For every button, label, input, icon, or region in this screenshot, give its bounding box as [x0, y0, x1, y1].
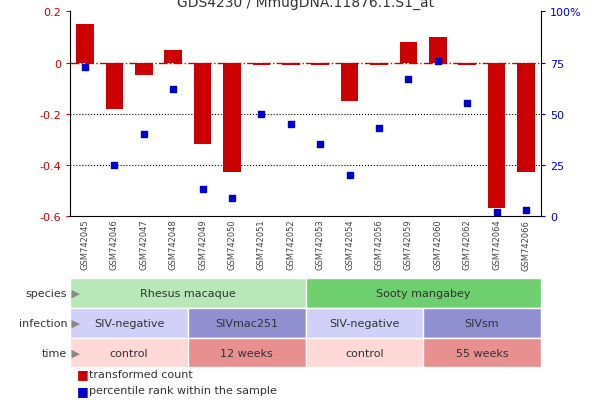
Text: ■: ■	[76, 384, 88, 397]
Bar	[70, 278, 306, 308]
Text: species: species	[26, 288, 67, 298]
Bar	[458, 64, 476, 66]
Point	[286, 121, 296, 128]
Bar	[164, 51, 182, 64]
Bar	[70, 338, 188, 368]
Bar	[194, 64, 211, 145]
Point	[315, 142, 325, 148]
Text: time: time	[42, 348, 67, 358]
Bar	[188, 338, 306, 368]
Text: Rhesus macaque: Rhesus macaque	[140, 288, 236, 298]
Bar	[188, 308, 306, 338]
Point	[492, 209, 502, 216]
Point	[168, 87, 178, 93]
Text: ▶: ▶	[68, 348, 81, 358]
Bar	[106, 64, 123, 109]
Text: percentile rank within the sample: percentile rank within the sample	[89, 385, 276, 396]
Bar	[370, 64, 388, 66]
Bar	[429, 38, 447, 64]
Bar	[306, 308, 423, 338]
Text: 12 weeks: 12 weeks	[221, 348, 273, 358]
Point	[521, 207, 531, 214]
Bar	[135, 64, 153, 76]
Point	[198, 187, 208, 193]
Bar	[312, 64, 329, 66]
Point	[345, 172, 354, 179]
Point	[463, 101, 472, 107]
Bar	[423, 338, 541, 368]
Point	[80, 64, 90, 71]
Text: ▶: ▶	[68, 318, 81, 328]
Point	[227, 195, 237, 202]
Title: GDS4230 / MmugDNA.11876.1.S1_at: GDS4230 / MmugDNA.11876.1.S1_at	[177, 0, 434, 10]
Text: control: control	[345, 348, 384, 358]
Text: Sooty mangabey: Sooty mangabey	[376, 288, 470, 298]
Point	[403, 76, 413, 83]
Point	[433, 58, 443, 65]
Text: 55 weeks: 55 weeks	[456, 348, 508, 358]
Text: infection: infection	[18, 318, 67, 328]
Point	[109, 162, 119, 169]
Text: SIVsm: SIVsm	[464, 318, 499, 328]
Text: SIV-negative: SIV-negative	[94, 318, 164, 328]
Text: SIV-negative: SIV-negative	[329, 318, 400, 328]
Text: control: control	[110, 348, 148, 358]
Bar	[70, 308, 188, 338]
Bar	[488, 64, 505, 209]
Bar	[223, 64, 241, 173]
Bar	[341, 64, 359, 102]
Point	[139, 131, 148, 138]
Bar	[423, 308, 541, 338]
Bar	[282, 64, 299, 66]
Bar	[518, 64, 535, 173]
Bar	[252, 64, 270, 66]
Text: ▶: ▶	[68, 288, 81, 298]
Bar	[306, 338, 423, 368]
Bar	[400, 43, 417, 64]
Point	[374, 126, 384, 132]
Text: ■: ■	[76, 368, 88, 380]
Bar	[306, 278, 541, 308]
Point	[257, 111, 266, 118]
Text: transformed count: transformed count	[89, 369, 192, 379]
Text: SIVmac251: SIVmac251	[215, 318, 278, 328]
Bar	[76, 25, 94, 64]
